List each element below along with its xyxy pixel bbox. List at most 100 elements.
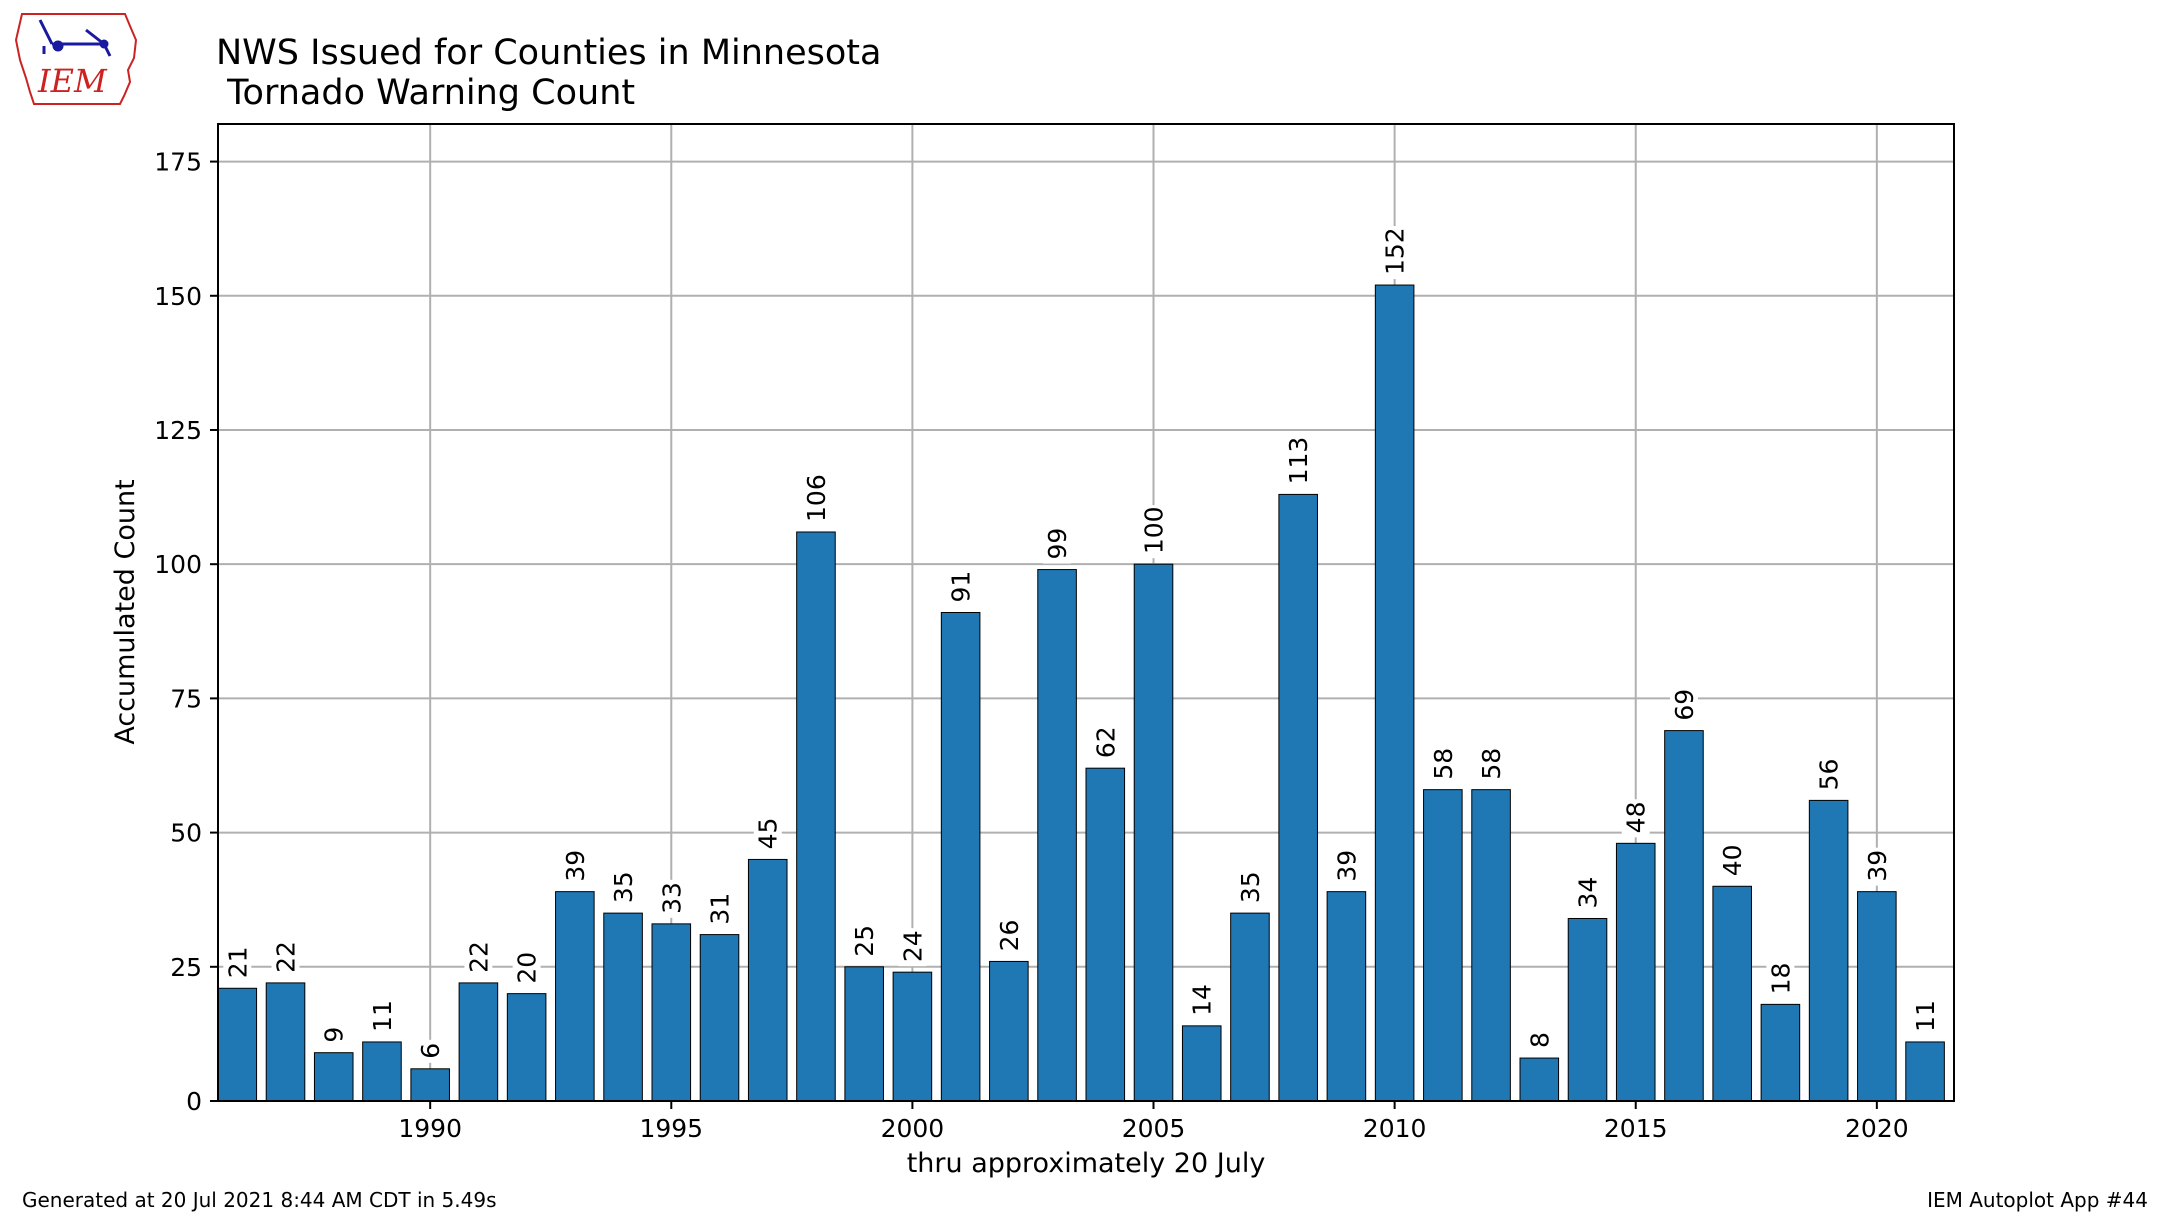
bar-label-text: 58: [1429, 748, 1458, 780]
bar-value-label: 58: [1428, 745, 1458, 784]
bar: [362, 1041, 402, 1102]
footer-generated-text: Generated at 20 Jul 2021 8:44 AM CDT in …: [22, 1188, 497, 1212]
bar-value-label: 45: [753, 815, 783, 854]
bar-label-text: 58: [1477, 748, 1506, 780]
bar-value-label: 6: [416, 1039, 445, 1063]
bar-label-text: 20: [513, 952, 542, 984]
bar-label-text: 8: [1525, 1032, 1554, 1048]
x-axis-label: thru approximately 20 July: [907, 1148, 1266, 1179]
bar-label-text: 21: [223, 946, 252, 978]
bar-label-background: [1621, 799, 1650, 838]
bar: [217, 987, 258, 1102]
plot-area-frame: [217, 123, 1955, 1102]
bar-value-label: 22: [464, 938, 493, 977]
bar: [410, 1068, 450, 1102]
bar: [1037, 569, 1077, 1102]
x-axis-ticks: 1990 1995 2000 2005 2010 2015 2020: [398, 1101, 1909, 1143]
x-tick-label: 2010: [1363, 1114, 1427, 1143]
y-tick-label: 150: [154, 282, 202, 311]
bar-value-label: 106: [801, 472, 831, 526]
bar-label-text: 45: [754, 818, 783, 850]
bar-value-label: 33: [657, 879, 686, 918]
bar: [1278, 493, 1318, 1102]
bar-labels: 21 22 9 11 6 22 20 39 35 33 31 45 106 25 24 91 26 99 62 100…: [223, 226, 1940, 1063]
bar-label-background: [1428, 745, 1457, 784]
bar-label-background: [994, 917, 1023, 956]
bar: [1423, 789, 1463, 1102]
bar-value-label: 62: [1091, 724, 1120, 763]
bar-value-label: 34: [1573, 874, 1603, 913]
x-tick-label: 2015: [1604, 1114, 1668, 1143]
bar-label-background: [223, 944, 252, 983]
bar-value-label: 91: [946, 568, 976, 607]
chart-title: NWS Issued for Counties in Minnesota: [216, 33, 881, 73]
weather-station-icon: [38, 19, 112, 57]
bar: [651, 923, 692, 1102]
bar-value-label: 8: [1525, 1029, 1554, 1053]
x-tick-label: 2000: [881, 1114, 945, 1143]
iem-logo: IEM: [14, 13, 138, 105]
y-tick-label: 100: [154, 550, 202, 579]
bar-label-text: 9: [320, 1027, 349, 1043]
bar-label-text: 91: [947, 571, 976, 603]
bar-value-label: 58: [1477, 745, 1506, 784]
bar-value-label: 99: [1043, 525, 1072, 564]
bar-label-background: [1814, 756, 1843, 795]
bar-label-background: [1862, 847, 1891, 886]
bar-value-label: 100: [1139, 505, 1169, 559]
bar: [1905, 1041, 1945, 1102]
bar: [506, 993, 547, 1102]
bar-value-label: 18: [1766, 960, 1795, 999]
bar-label-text: 18: [1766, 963, 1795, 995]
bar-value-label: 48: [1621, 799, 1651, 838]
bar-value-label: 35: [609, 869, 638, 908]
bar-label-text: 35: [1236, 871, 1265, 903]
bar-label-background: [850, 922, 879, 961]
bar-label-background: [1284, 435, 1313, 489]
y-tick-label: 50: [170, 819, 202, 848]
bar-label-text: 69: [1670, 689, 1699, 721]
bar-label-background: [464, 938, 493, 977]
bar-label-text: 6: [416, 1043, 445, 1059]
bar-label-text: 34: [1574, 877, 1603, 909]
bar: [603, 912, 643, 1102]
bar-label-background: [1525, 1029, 1554, 1053]
bar-label-background: [319, 1023, 348, 1047]
bar: [1857, 891, 1897, 1102]
x-tick-label: 2005: [1122, 1114, 1186, 1143]
bar: [1808, 799, 1849, 1102]
bar: [844, 966, 884, 1102]
bar: [699, 934, 740, 1102]
y-tick-label: 0: [186, 1087, 202, 1116]
bar: [458, 982, 499, 1102]
bars: [217, 284, 1945, 1102]
bar: [892, 971, 933, 1102]
bar-label-text: 11: [368, 1000, 397, 1032]
bar-value-label: 20: [512, 949, 542, 988]
bar-value-label: 56: [1814, 756, 1844, 795]
y-tick-label: 75: [170, 684, 202, 713]
y-axis-ticks: 0 25 50 75 100 125 150 175: [154, 148, 218, 1116]
bar-label-background: [1139, 505, 1168, 559]
bar-value-label: 35: [1235, 869, 1265, 908]
bar-label-text: 33: [657, 882, 686, 914]
bar-label-background: [1091, 724, 1120, 763]
x-tick-label: 2020: [1845, 1114, 1909, 1143]
bar-label-text: 35: [609, 871, 638, 903]
bar-value-label: 39: [560, 847, 590, 886]
y-axis-label: Accumulated Count: [110, 479, 141, 744]
bar-label-text: 100: [1140, 506, 1169, 554]
bar: [1567, 917, 1608, 1102]
bar-label-text: 11: [1911, 1000, 1940, 1032]
bar: [265, 982, 306, 1102]
bar: [1664, 730, 1704, 1102]
bar-label-background: [1380, 226, 1409, 280]
bar-label-background: [946, 568, 975, 607]
bar: [1085, 767, 1126, 1102]
bar-label-background: [609, 869, 638, 908]
bar-label-background: [657, 879, 686, 918]
bar-label-text: 152: [1381, 227, 1410, 275]
bar-label-text: 14: [1188, 984, 1217, 1016]
bar-label-text: 22: [272, 941, 301, 973]
bar-value-label: 152: [1380, 226, 1410, 280]
